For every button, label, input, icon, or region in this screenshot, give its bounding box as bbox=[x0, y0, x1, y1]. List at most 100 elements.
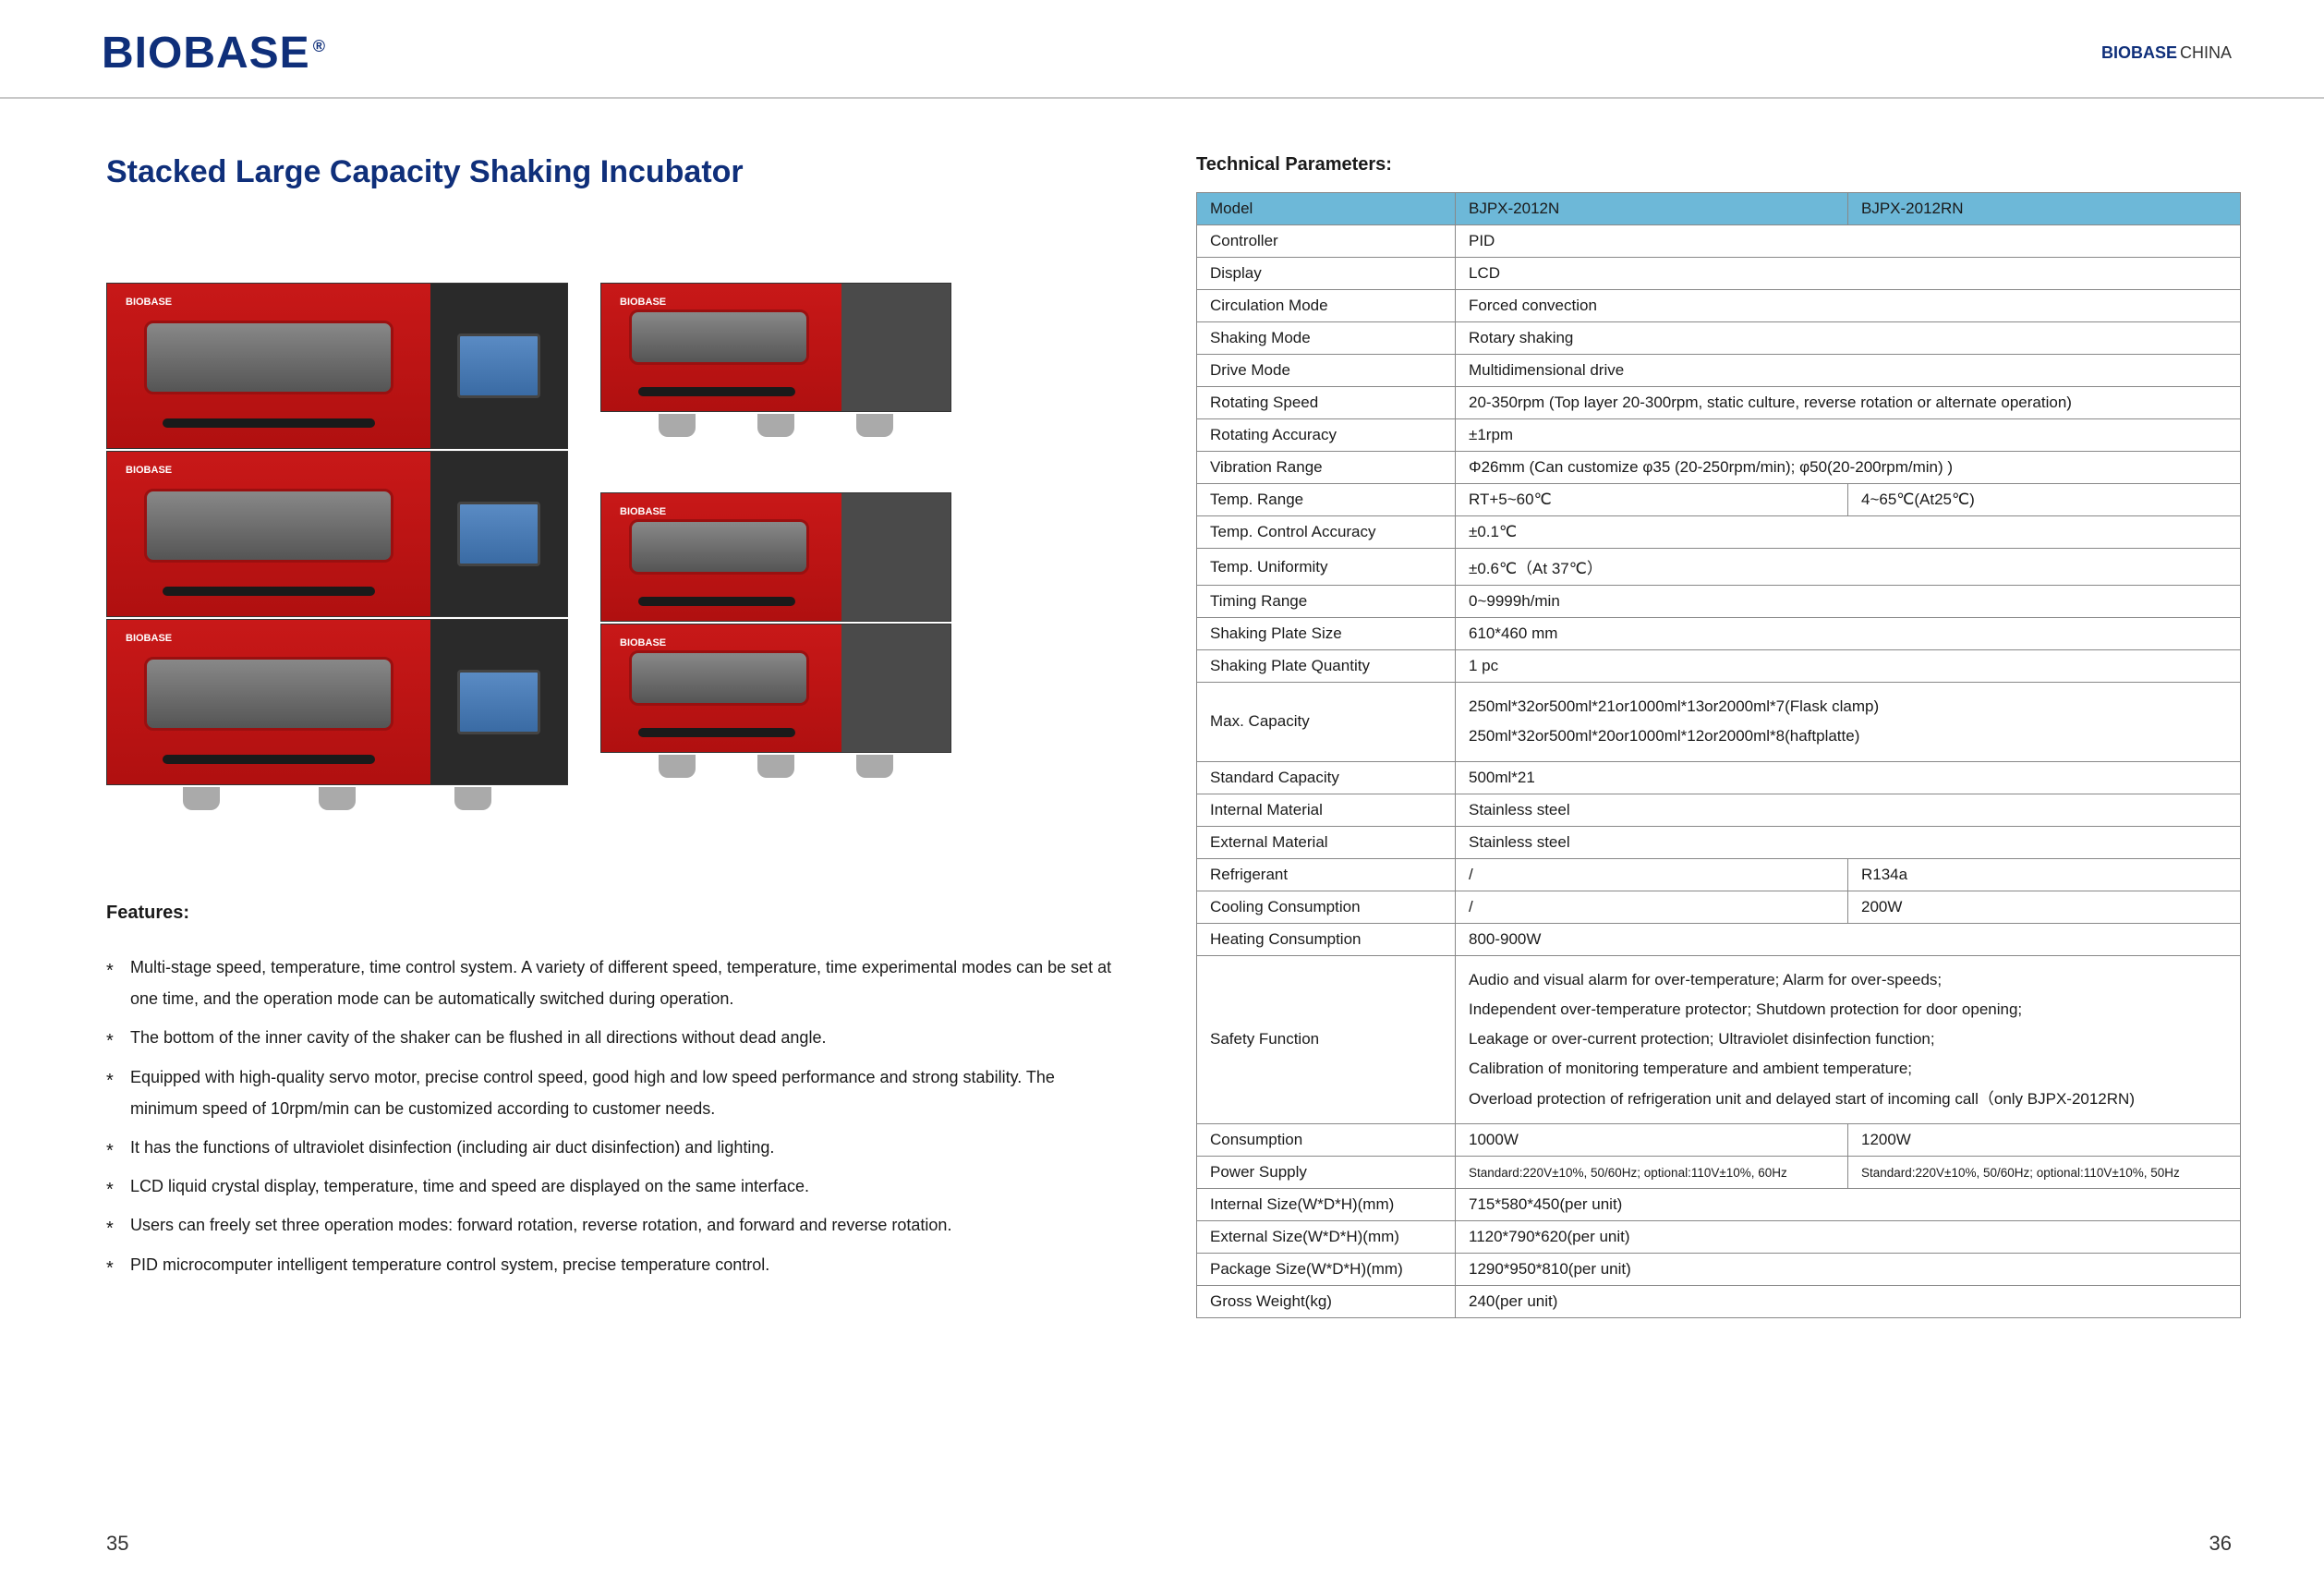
spec-label: Standard Capacity bbox=[1197, 761, 1456, 794]
feature-item: Equipped with high-quality servo motor, … bbox=[106, 1061, 1113, 1124]
feature-item: The bottom of the inner cavity of the sh… bbox=[106, 1022, 1113, 1053]
spec-label: Temp. Control Accuracy bbox=[1197, 516, 1456, 549]
device-unit: BIOBASE bbox=[106, 451, 568, 617]
spec-value: 500ml*21 bbox=[1456, 761, 2241, 794]
right-column: Technical Parameters: Model BJPX-2012N B… bbox=[1168, 154, 2241, 1318]
small-stack-top: BIOBASE bbox=[600, 283, 951, 437]
unit-logo: BIOBASE bbox=[620, 506, 666, 517]
table-header: BJPX-2012RN bbox=[1847, 193, 2240, 225]
unit-handle bbox=[163, 755, 375, 764]
tech-params-heading: Technical Parameters: bbox=[1196, 154, 2241, 176]
foot bbox=[757, 414, 794, 437]
spec-label: Temp. Range bbox=[1197, 484, 1456, 516]
device-unit: BIOBASE bbox=[106, 283, 568, 449]
spec-label: Consumption bbox=[1197, 1124, 1456, 1157]
page-number-right: 36 bbox=[2209, 1532, 2232, 1556]
table-row: Shaking Plate Quantity1 pc bbox=[1197, 650, 2241, 683]
unit-handle bbox=[638, 597, 795, 606]
foot bbox=[856, 755, 893, 778]
panel-screen bbox=[457, 333, 540, 398]
panel-screen bbox=[457, 502, 540, 566]
spec-value: Stainless steel bbox=[1456, 826, 2241, 858]
unit-window bbox=[629, 519, 809, 575]
table-row: Shaking ModeRotary shaking bbox=[1197, 322, 2241, 355]
unit-logo: BIOBASE bbox=[620, 637, 666, 649]
table-row: Temp. Uniformity±0.6℃（At 37℃） bbox=[1197, 549, 2241, 586]
device-unit: BIOBASE bbox=[600, 283, 951, 412]
unit-handle bbox=[163, 418, 375, 428]
spec-value: 20-350rpm (Top layer 20-300rpm, static c… bbox=[1456, 387, 2241, 419]
unit-side bbox=[841, 493, 950, 621]
spec-value: 240(per unit) bbox=[1456, 1286, 2241, 1318]
table-row: External Size(W*D*H)(mm)1120*790*620(per… bbox=[1197, 1221, 2241, 1254]
unit-front: BIOBASE bbox=[601, 624, 841, 752]
unit-logo: BIOBASE bbox=[620, 297, 666, 308]
spec-value: ±0.6℃（At 37℃） bbox=[1456, 549, 2241, 586]
spec-label: Rotating Accuracy bbox=[1197, 419, 1456, 452]
features-heading: Features: bbox=[106, 903, 1113, 924]
spec-label: Power Supply bbox=[1197, 1157, 1456, 1189]
spec-label: External Size(W*D*H)(mm) bbox=[1197, 1221, 1456, 1254]
table-row: Drive ModeMultidimensional drive bbox=[1197, 355, 2241, 387]
feature-item: It has the functions of ultraviolet disi… bbox=[106, 1132, 1113, 1163]
spec-label: Gross Weight(kg) bbox=[1197, 1286, 1456, 1318]
table-row: ControllerPID bbox=[1197, 225, 2241, 258]
spec-value: 610*460 mm bbox=[1456, 618, 2241, 650]
table-row: Heating Consumption800-900W bbox=[1197, 923, 2241, 955]
feature-item: Users can freely set three operation mod… bbox=[106, 1209, 1113, 1241]
table-row: DisplayLCD bbox=[1197, 258, 2241, 290]
table-row: Package Size(W*D*H)(mm)1290*950*810(per … bbox=[1197, 1254, 2241, 1286]
spec-value: Standard:220V±10%, 50/60Hz; optional:110… bbox=[1456, 1157, 1848, 1189]
table-row: Consumption1000W1200W bbox=[1197, 1124, 2241, 1157]
unit-side bbox=[841, 284, 950, 411]
small-device-stack: BIOBASE bbox=[600, 283, 951, 414]
spec-value: ±1rpm bbox=[1456, 419, 2241, 452]
table-row: Timing Range0~9999h/min bbox=[1197, 586, 2241, 618]
main-device-stack: BIOBASE BIOBASE bbox=[106, 283, 568, 787]
spec-value: Φ26mm (Can customize φ35 (20-250rpm/min)… bbox=[1456, 452, 2241, 484]
small-stacks: BIOBASE bbox=[600, 283, 951, 778]
table-row: Power SupplyStandard:220V±10%, 50/60Hz; … bbox=[1197, 1157, 2241, 1189]
unit-control-panel bbox=[430, 284, 567, 448]
unit-logo: BIOBASE bbox=[126, 633, 172, 644]
small-stack-bottom: BIOBASE BIOBASE bbox=[600, 492, 951, 778]
spec-value: ±0.1℃ bbox=[1456, 516, 2241, 549]
spec-value: Standard:220V±10%, 50/60Hz; optional:110… bbox=[1847, 1157, 2240, 1189]
spec-label: Internal Material bbox=[1197, 794, 1456, 826]
table-row: Cooling Consumption/200W bbox=[1197, 891, 2241, 923]
unit-logo: BIOBASE bbox=[126, 465, 172, 476]
table-row: Temp. RangeRT+5~60℃4~65℃(At25℃) bbox=[1197, 484, 2241, 516]
spec-value: RT+5~60℃ bbox=[1456, 484, 1848, 516]
spec-value: 200W bbox=[1847, 891, 2240, 923]
unit-front: BIOBASE bbox=[107, 620, 430, 784]
unit-window bbox=[144, 657, 393, 731]
spec-value: 4~65℃(At25℃) bbox=[1847, 484, 2240, 516]
spec-label: Heating Consumption bbox=[1197, 923, 1456, 955]
header-country: CHINA bbox=[2180, 43, 2232, 62]
header-brand: BIOBASE bbox=[2101, 43, 2177, 62]
table-header: BJPX-2012N bbox=[1456, 193, 1848, 225]
spec-value: Multidimensional drive bbox=[1456, 355, 2241, 387]
unit-handle bbox=[163, 587, 375, 596]
spec-label: Max. Capacity bbox=[1197, 683, 1456, 762]
spec-value: 715*580*450(per unit) bbox=[1456, 1189, 2241, 1221]
table-row: Internal Size(W*D*H)(mm)715*580*450(per … bbox=[1197, 1189, 2241, 1221]
table-row: Rotating Speed20-350rpm (Top layer 20-30… bbox=[1197, 387, 2241, 419]
table-row: Rotating Accuracy±1rpm bbox=[1197, 419, 2241, 452]
foot bbox=[319, 787, 356, 810]
table-row: Circulation ModeForced convection bbox=[1197, 290, 2241, 322]
features-list: Multi-stage speed, temperature, time con… bbox=[106, 952, 1113, 1280]
spec-value: / bbox=[1456, 858, 1848, 891]
unit-front: BIOBASE bbox=[601, 284, 841, 411]
device-feet bbox=[106, 787, 568, 810]
unit-window bbox=[144, 321, 393, 394]
spec-value: 800-900W bbox=[1456, 923, 2241, 955]
feature-item: LCD liquid crystal display, temperature,… bbox=[106, 1170, 1113, 1202]
spec-label: Vibration Range bbox=[1197, 452, 1456, 484]
table-body: ControllerPIDDisplayLCDCirculation ModeF… bbox=[1197, 225, 2241, 1318]
foot bbox=[454, 787, 491, 810]
logo-registered: ® bbox=[313, 37, 326, 55]
device-unit: BIOBASE bbox=[600, 624, 951, 753]
spec-label: Package Size(W*D*H)(mm) bbox=[1197, 1254, 1456, 1286]
spec-label: Circulation Mode bbox=[1197, 290, 1456, 322]
